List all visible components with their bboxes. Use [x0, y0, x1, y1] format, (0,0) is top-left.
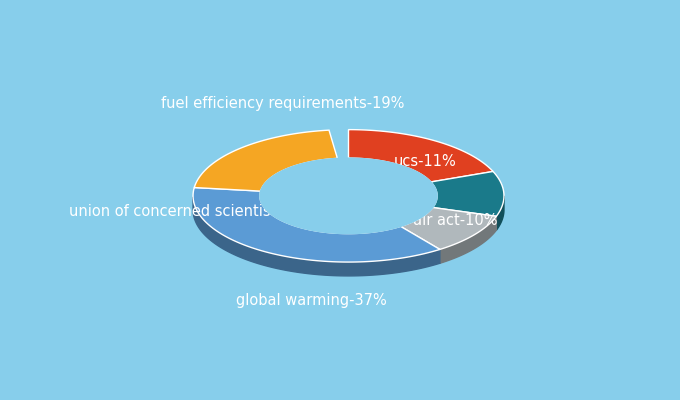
- Polygon shape: [193, 188, 440, 262]
- Polygon shape: [431, 172, 504, 216]
- Polygon shape: [193, 197, 440, 276]
- Text: global warming-37%: global warming-37%: [236, 293, 387, 308]
- Text: fuel efficiency requirements-19%: fuel efficiency requirements-19%: [161, 96, 405, 111]
- Polygon shape: [496, 196, 504, 230]
- Polygon shape: [348, 130, 493, 182]
- Polygon shape: [260, 196, 437, 248]
- Text: ucs-11%: ucs-11%: [394, 154, 456, 170]
- Polygon shape: [401, 208, 496, 250]
- Polygon shape: [194, 130, 337, 191]
- Polygon shape: [260, 158, 437, 234]
- Polygon shape: [440, 216, 496, 263]
- Text: union of concerned scientists-21%: union of concerned scientists-21%: [69, 204, 322, 219]
- Text: clean air act-10%: clean air act-10%: [369, 213, 497, 228]
